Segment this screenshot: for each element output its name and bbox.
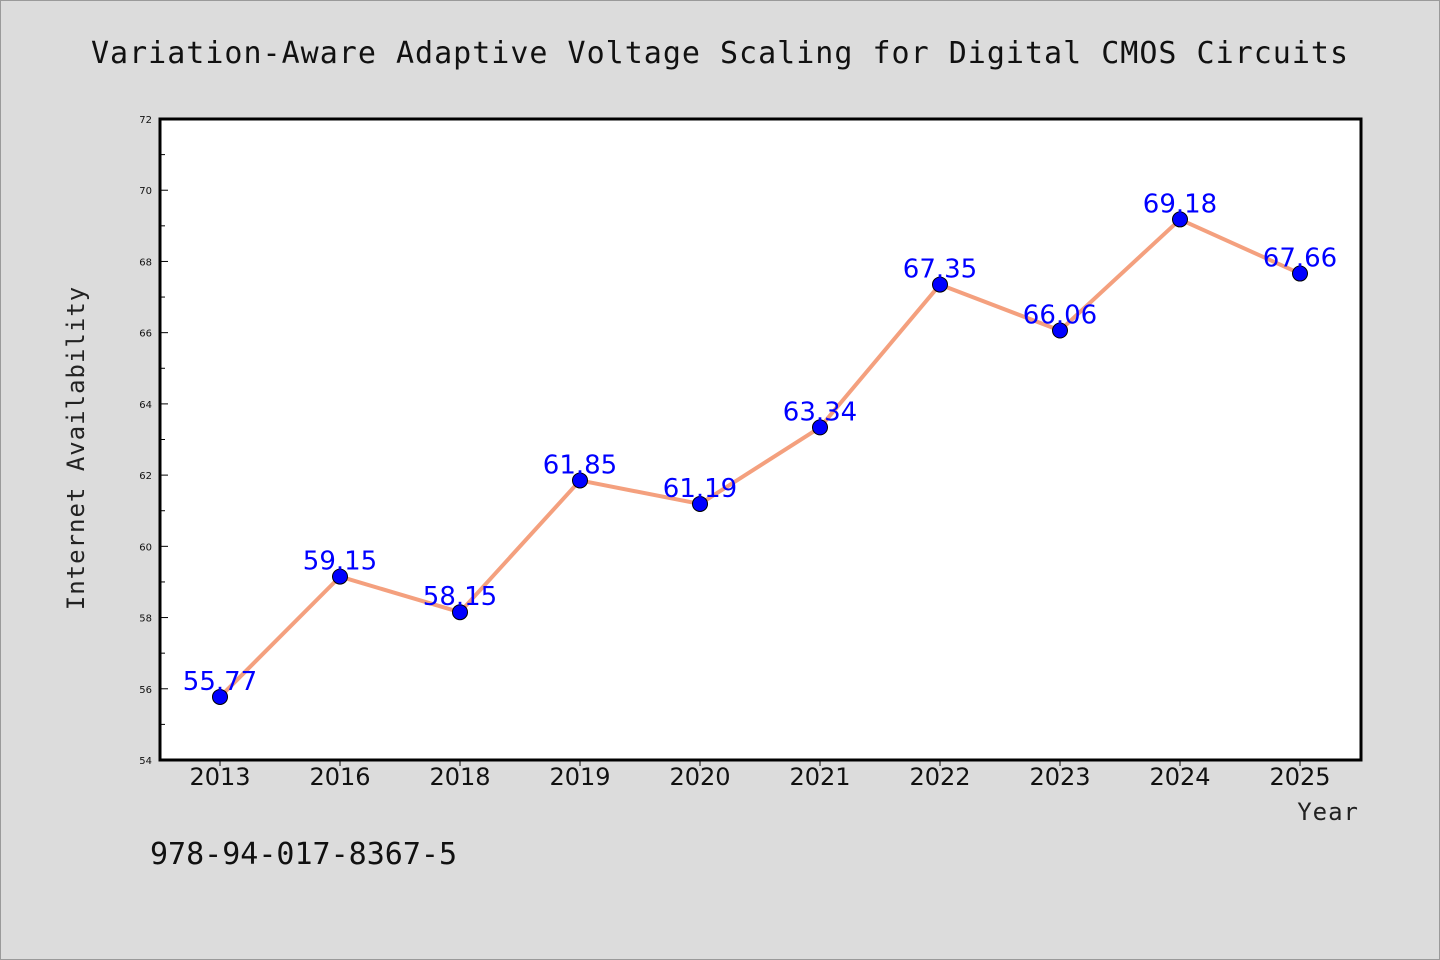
y-tick-label: 58: [139, 614, 152, 625]
x-tick-label: 2025: [1269, 763, 1330, 791]
data-point: [332, 568, 348, 585]
y-tick-label: 68: [139, 257, 152, 268]
data-point: [932, 276, 948, 293]
data-label: 67.66: [1263, 244, 1337, 274]
data-point: [212, 688, 228, 705]
x-axis-title: Year: [1297, 798, 1359, 826]
y-tick-label: 62: [139, 471, 152, 482]
x-tick-label: 2024: [1149, 763, 1210, 791]
data-label: 61.85: [543, 450, 617, 480]
x-tick-label: 2019: [549, 763, 610, 791]
x-tick-label: 2020: [669, 763, 730, 791]
data-labels: 55.77 59.15 58.15 61.85 61.19 63.34 67.35 66.06…: [183, 189, 1337, 697]
y-tick-label: 66: [139, 329, 152, 340]
chart-title: Variation-Aware Adaptive Voltage Scaling…: [91, 36, 1349, 71]
data-label: 55.77: [183, 667, 257, 697]
y-tick-label: 70: [139, 186, 152, 197]
data-label: 58.15: [423, 582, 497, 612]
data-point: [812, 419, 828, 436]
data-markers: [212, 211, 1308, 705]
data-label: 59.15: [303, 547, 377, 577]
data-point: [1052, 322, 1068, 339]
data-point: [1292, 265, 1308, 282]
data-point: [1172, 211, 1188, 228]
data-point: [572, 472, 588, 489]
data-label: 69.18: [1143, 189, 1217, 219]
x-tick-label: 2022: [909, 763, 970, 791]
x-tick-label: 2016: [309, 763, 370, 791]
x-tick-label: 2018: [429, 763, 490, 791]
x-tick-label: 2013: [189, 763, 250, 791]
y-tick-label: 54: [139, 756, 152, 767]
isbn-caption: 978-94-017-8367-5: [150, 837, 457, 872]
data-point: [692, 495, 708, 512]
y-axis-title: Internet Availability: [62, 286, 90, 610]
y-tick-label: 72: [139, 115, 152, 126]
x-axis-ticks: 2013 2016 2018 2019 2020 2021 2022 2023 2024 2025: [189, 760, 1331, 791]
y-tick-label: 64: [139, 400, 152, 411]
x-tick-label: 2021: [789, 763, 850, 791]
data-point: [452, 604, 468, 621]
plot-frame: [158, 117, 1363, 762]
x-tick-label: 2023: [1029, 763, 1090, 791]
plot-area: [160, 119, 1361, 760]
data-label: 63.34: [783, 397, 857, 427]
data-label: 67.35: [903, 255, 977, 285]
series-line: [218, 217, 1302, 699]
data-label: 66.06: [1023, 301, 1097, 331]
y-tick-label: 60: [139, 542, 152, 553]
data-label: 61.19: [663, 474, 737, 504]
y-tick-label: 56: [139, 685, 152, 696]
